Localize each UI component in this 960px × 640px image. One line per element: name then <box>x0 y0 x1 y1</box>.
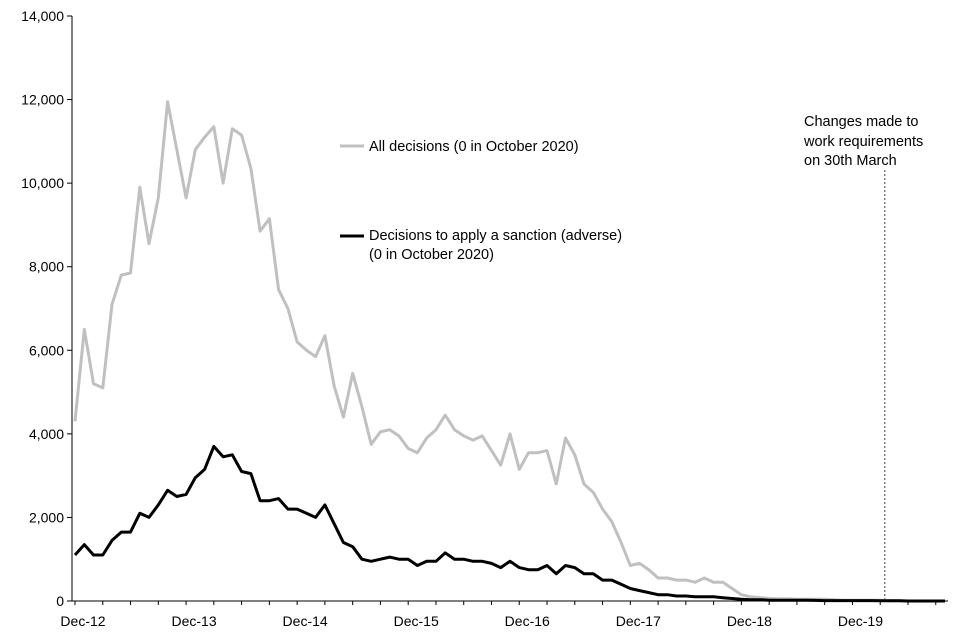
x-tick-label: Dec-14 <box>283 613 328 629</box>
series-layer <box>73 100 945 603</box>
y-tick-label: 0 <box>56 593 64 609</box>
x-tick-label: Dec-18 <box>727 613 772 629</box>
legend-all-label: All decisions (0 in October 2020) <box>369 139 579 155</box>
x-tick-label: Dec-13 <box>171 613 216 629</box>
legend-adverse-label-line2: (0 in October 2020) <box>369 247 494 263</box>
plot-area: 02,0004,0006,0008,00010,00012,00014,000 … <box>21 8 948 629</box>
y-tick-label: 8,000 <box>29 259 64 275</box>
y-tick-label: 2,000 <box>29 509 64 525</box>
y-tick-label: 4,000 <box>29 426 64 442</box>
annotation-line3: on 30th March <box>804 153 897 169</box>
y-tick-label: 12,000 <box>21 92 64 108</box>
x-tick-label: Dec-16 <box>505 613 550 629</box>
x-tick-label: Dec-19 <box>838 613 883 629</box>
legend: All decisions (0 in October 2020) Decisi… <box>340 139 622 263</box>
annotation-line2: work requirements <box>803 134 923 150</box>
annotation: Changes made to work requirements on 30t… <box>803 114 923 601</box>
y-tick-label: 6,000 <box>29 342 64 358</box>
y-axis-ticks: 0 2,000 4,000 6,000 8,000 10,000 12,000 14,000 <box>21 8 72 609</box>
x-tick-label: Dec-17 <box>616 613 661 629</box>
series-adverse-line <box>73 444 945 603</box>
x-axis-ticks: Dec-12 Dec-13 Dec-14 Dec-15 Dec-16 Dec-17 Dec-… <box>60 601 937 629</box>
x-tick-label: Dec-15 <box>394 613 439 629</box>
x-tick-label: Dec-12 <box>60 613 105 629</box>
annotation-line1: Changes made to <box>804 114 918 130</box>
y-tick-label: 14,000 <box>21 8 64 24</box>
series-all-decisions-line <box>73 100 945 603</box>
legend-adverse-label-line1: Decisions to apply a sanction (adverse) <box>369 228 622 244</box>
y-tick-label: 10,000 <box>21 175 64 191</box>
